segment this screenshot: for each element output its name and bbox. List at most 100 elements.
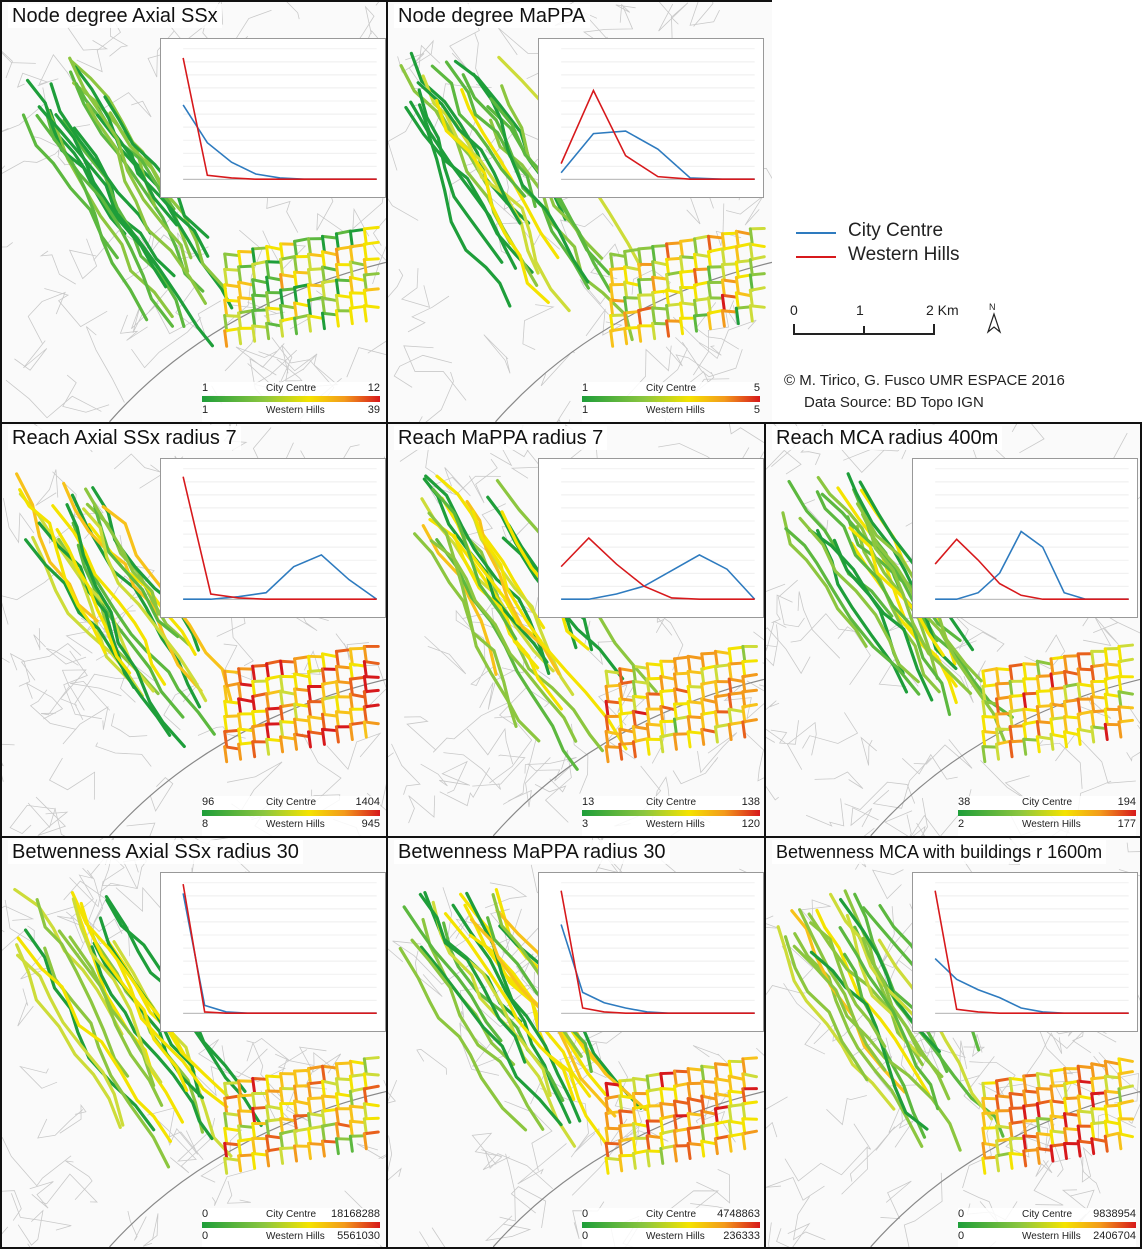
chart-axes bbox=[935, 882, 1129, 1014]
legend-label: City Centre bbox=[848, 220, 944, 241]
distribution-chart bbox=[538, 872, 764, 1032]
legend-swatch bbox=[796, 232, 836, 234]
value-legend: 13 City Centre 138 3 Western Hills 120 bbox=[582, 796, 760, 836]
legend-wh-max: 945 bbox=[361, 818, 380, 830]
coastline bbox=[109, 261, 386, 422]
figure-legend: City Centre Western Hills 0 1 2 Km N © M… bbox=[772, 0, 1142, 422]
north-arrow-icon: N bbox=[984, 302, 1004, 336]
series-line bbox=[182, 476, 377, 601]
map-panel: Reach MaPPA radius 7 13 City Centre 138 3 W… bbox=[386, 422, 766, 838]
legend-cc-label: City Centre bbox=[266, 1209, 317, 1220]
street-map bbox=[2, 424, 386, 836]
legend-cc-max: 194 bbox=[1117, 796, 1136, 808]
chart-axes bbox=[561, 468, 755, 600]
chart-axes bbox=[561, 882, 755, 1014]
legend-wh-min: 1 bbox=[582, 404, 589, 416]
panel-title: Reach MCA radius 400m bbox=[772, 426, 1003, 450]
coastline bbox=[870, 1090, 1140, 1247]
city-centre-network bbox=[223, 644, 380, 764]
color-ramp bbox=[582, 810, 760, 816]
value-legend: 1 City Centre 5 1 Western Hills 5 bbox=[582, 382, 760, 422]
color-ramp bbox=[202, 810, 380, 816]
legend-cc-max: 9838954 bbox=[1093, 1208, 1136, 1220]
series-line bbox=[934, 957, 1129, 1015]
distribution-chart bbox=[538, 458, 764, 618]
scale-tick: 1 bbox=[856, 302, 864, 318]
value-legend: 0 City Centre 18168288 0 Western Hills 55610… bbox=[202, 1208, 380, 1247]
city-centre-network bbox=[604, 644, 758, 764]
legend-cc-label: City Centre bbox=[646, 1209, 697, 1220]
street-map bbox=[388, 2, 772, 422]
legend-wh-min: 3 bbox=[582, 818, 589, 830]
distribution-chart bbox=[160, 38, 386, 198]
coastline bbox=[109, 678, 386, 836]
value-legend: 0 City Centre 4748863 0 Western Hills 236333 bbox=[582, 1208, 760, 1247]
distribution-chart bbox=[160, 872, 386, 1032]
western-hills-network bbox=[21, 56, 234, 348]
distribution-chart bbox=[160, 458, 386, 618]
scale-bar: 0 1 2 Km bbox=[790, 302, 1010, 338]
panel-title: Betwenness MaPPA radius 30 bbox=[394, 840, 670, 864]
legend-wh-min: 0 bbox=[958, 1230, 965, 1242]
map-panel: Node degree Axial SSx 1 City Centre 12 1 We… bbox=[0, 0, 388, 424]
series-line bbox=[560, 130, 755, 181]
legend-cc-max: 1404 bbox=[355, 796, 380, 808]
map-panel: Reach MCA radius 400m 38 City Centre 194 2… bbox=[764, 422, 1142, 838]
legend-wh-max: 2406704 bbox=[1093, 1230, 1136, 1242]
legend-wh-max: 5 bbox=[753, 404, 760, 416]
western-hills-network bbox=[13, 887, 263, 1169]
legend-cc-max: 18168288 bbox=[331, 1208, 380, 1220]
map-panel: Node degree MaPPA 1 City Centre 5 1 Western… bbox=[386, 0, 774, 424]
panel-title: Betwenness Axial SSx radius 30 bbox=[8, 840, 303, 864]
street-map bbox=[2, 838, 386, 1247]
series-line bbox=[935, 530, 1129, 601]
panel-title: Reach Axial SSx radius 7 bbox=[8, 426, 241, 450]
legend-cc-max: 5 bbox=[753, 382, 760, 394]
legend-wh-min: 0 bbox=[582, 1230, 589, 1242]
series-line bbox=[183, 553, 378, 601]
legend-cc-label: City Centre bbox=[646, 383, 697, 394]
series-line bbox=[182, 893, 377, 1015]
series-line bbox=[182, 884, 377, 1015]
city-centre-network bbox=[981, 1057, 1134, 1175]
legend-wh-min: 8 bbox=[202, 818, 209, 830]
legend-wh-min: 2 bbox=[958, 818, 965, 830]
series-line bbox=[934, 890, 1129, 1015]
street-map bbox=[766, 838, 1140, 1247]
legend-cc-max: 12 bbox=[367, 382, 380, 394]
legend-cc-label: City Centre bbox=[1022, 797, 1073, 808]
legend-wh-max: 236333 bbox=[723, 1230, 760, 1242]
map-panel: Reach Axial SSx radius 7 96 City Centre 14… bbox=[0, 422, 388, 838]
panel-title: Node degree Axial SSx bbox=[8, 4, 222, 28]
map-panel: Betwenness Axial SSx radius 30 0 City Cen… bbox=[0, 836, 388, 1249]
legend-cc-label: City Centre bbox=[1022, 1209, 1073, 1220]
street-map bbox=[2, 2, 386, 422]
scale-line bbox=[793, 324, 935, 335]
color-ramp bbox=[958, 810, 1136, 816]
value-legend: 38 City Centre 194 2 Western Hills 177 bbox=[958, 796, 1136, 836]
city-centre-network bbox=[981, 643, 1134, 764]
series-line bbox=[560, 88, 755, 181]
series-line bbox=[560, 536, 755, 601]
legend-wh-max: 5561030 bbox=[337, 1230, 380, 1242]
chart-axes bbox=[935, 468, 1129, 600]
panel-title: Node degree MaPPA bbox=[394, 4, 590, 28]
legend-wh-max: 39 bbox=[367, 404, 380, 416]
legend-wh-max: 120 bbox=[741, 818, 760, 830]
value-legend: 96 City Centre 1404 8 Western Hills 945 bbox=[202, 796, 380, 836]
legend-wh-label: Western Hills bbox=[266, 819, 325, 830]
coastline bbox=[492, 1090, 764, 1247]
city-centre-network bbox=[223, 225, 380, 348]
legend-cc-min: 0 bbox=[202, 1208, 209, 1220]
series-line bbox=[182, 57, 377, 181]
chart-axes bbox=[561, 48, 755, 180]
city-centre-network bbox=[223, 1056, 380, 1175]
coastline bbox=[492, 678, 764, 836]
color-ramp bbox=[582, 1222, 760, 1228]
legend-cc-label: City Centre bbox=[266, 797, 317, 808]
legend-cc-label: City Centre bbox=[646, 797, 697, 808]
series-line bbox=[560, 890, 755, 1015]
western-hills-network bbox=[399, 51, 642, 342]
legend-wh-label: Western Hills bbox=[646, 405, 705, 416]
legend-wh-min: 1 bbox=[202, 404, 209, 416]
